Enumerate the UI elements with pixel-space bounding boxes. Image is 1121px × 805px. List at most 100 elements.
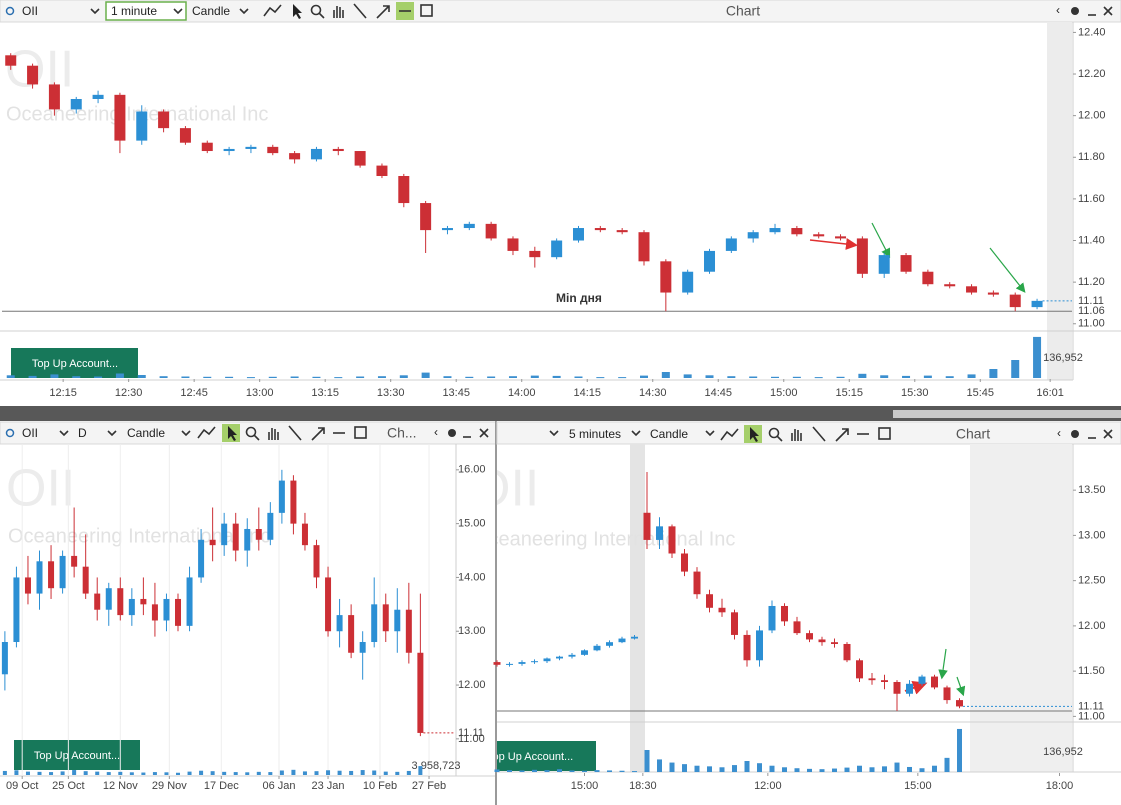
- volume-bar: [225, 376, 234, 378]
- pointer-tool[interactable]: [293, 4, 302, 19]
- y-tick-label: 11.50: [1078, 665, 1105, 677]
- rect-tool[interactable]: [354, 426, 367, 439]
- arrow-tool[interactable]: [376, 5, 390, 19]
- candle-body: [71, 555, 78, 567]
- dropdown-arrow[interactable]: [239, 8, 249, 15]
- candle-body: [507, 238, 519, 251]
- top-up-button[interactable]: [486, 741, 596, 771]
- top-up-label[interactable]: Top Up Account...: [34, 750, 120, 762]
- symbol[interactable]: OII: [22, 426, 38, 440]
- volume-bar: [857, 765, 862, 772]
- line-tool[interactable]: [812, 426, 826, 442]
- chart-style[interactable]: Candle: [127, 426, 165, 440]
- pan-tool[interactable]: [791, 429, 802, 441]
- chart-style[interactable]: Candle: [650, 427, 688, 441]
- scrollbar[interactable]: [0, 406, 1121, 421]
- candle-body: [325, 577, 332, 632]
- candle-body: [756, 630, 763, 661]
- volume-bar: [957, 728, 962, 772]
- candle-body: [376, 165, 388, 176]
- interval[interactable]: 1 minute: [111, 4, 157, 18]
- zoom-tool[interactable]: [310, 4, 322, 16]
- interval[interactable]: 5 minutes: [569, 427, 621, 441]
- top-up-button[interactable]: [11, 348, 138, 378]
- close-btn[interactable]: [1103, 429, 1113, 439]
- volume-bar: [894, 762, 900, 772]
- candle-body: [267, 512, 274, 540]
- dropdown-arrow[interactable]: [705, 430, 715, 437]
- zoom-tool[interactable]: [768, 427, 780, 439]
- volume-bar: [530, 375, 539, 378]
- settings-btn[interactable]: [1071, 7, 1079, 15]
- x-tick-label: 15:00: [904, 780, 932, 792]
- rect-tool[interactable]: [420, 4, 433, 17]
- candle-body: [278, 480, 285, 513]
- collapse-btn[interactable]: ‹: [1056, 3, 1060, 17]
- y-tick-label: 13.00: [458, 625, 486, 637]
- interval[interactable]: D: [78, 426, 87, 440]
- rect-tool[interactable]: [878, 427, 891, 440]
- candle-body: [706, 594, 713, 608]
- dropdown-arrow[interactable]: [631, 430, 641, 437]
- pan-tool[interactable]: [268, 428, 279, 440]
- collapse-btn[interactable]: ‹: [1057, 426, 1061, 440]
- pan-tool[interactable]: [333, 6, 344, 18]
- top-up-label[interactable]: Top Up Account...: [487, 751, 573, 763]
- volume-bar: [72, 376, 81, 378]
- x-tick-label: 23 Jan: [312, 780, 345, 792]
- candle-body: [747, 232, 759, 239]
- candle-body: [572, 228, 584, 241]
- chart-style[interactable]: Candle: [192, 4, 230, 18]
- dropdown-arrow[interactable]: [549, 430, 559, 437]
- top-up-button[interactable]: [14, 740, 140, 770]
- volume-bar: [640, 375, 648, 378]
- symbol[interactable]: OII: [22, 4, 38, 18]
- interval-select[interactable]: [105, 1, 187, 21]
- close-btn[interactable]: [1103, 6, 1113, 16]
- arrow-tool[interactable]: [835, 428, 849, 442]
- scroll-thumb[interactable]: [893, 410, 1121, 418]
- candle-body: [354, 151, 366, 166]
- dropdown-arrow[interactable]: [59, 430, 69, 437]
- volume-bar: [326, 770, 331, 775]
- volume-bar: [233, 772, 238, 775]
- dropdown-arrow[interactable]: [181, 430, 191, 437]
- settings-btn[interactable]: [1071, 430, 1079, 438]
- line-tool[interactable]: [353, 3, 367, 19]
- volume-bar: [377, 376, 386, 378]
- candle-body: [966, 286, 978, 293]
- crosshair-tool[interactable]: [720, 428, 739, 441]
- top-up-label[interactable]: Top Up Account...: [32, 358, 118, 370]
- dropdown-arrow[interactable]: [107, 430, 117, 437]
- arrow-tool[interactable]: [311, 427, 325, 441]
- candle-body: [638, 232, 650, 262]
- dropdown-arrow[interactable]: [173, 8, 183, 15]
- candle-body: [92, 94, 104, 99]
- volume-bar: [245, 772, 250, 775]
- candle-body: [359, 642, 366, 653]
- dropdown-arrow[interactable]: [90, 8, 100, 15]
- close-btn[interactable]: [479, 428, 489, 438]
- zoom-tool[interactable]: [245, 426, 257, 438]
- x-tick-label: 14:15: [573, 387, 601, 399]
- candle-body: [198, 539, 205, 578]
- line-tool[interactable]: [288, 425, 302, 441]
- collapse-btn[interactable]: ‹: [434, 425, 438, 439]
- x-tick-label: 15:15: [835, 387, 863, 399]
- volume-bar: [176, 772, 181, 775]
- volume-bar: [118, 771, 123, 775]
- volume-bar: [418, 766, 423, 775]
- candle-body: [718, 607, 726, 613]
- candle-body: [593, 645, 601, 651]
- crosshair-tool[interactable]: [197, 426, 216, 439]
- y-tick-label: 11.40: [1078, 234, 1105, 246]
- link-icon[interactable]: [5, 428, 15, 438]
- volume-bar: [694, 765, 700, 772]
- crosshair-tool[interactable]: [263, 4, 282, 17]
- volume-bar: [794, 768, 800, 772]
- link-icon[interactable]: [5, 6, 15, 16]
- volume-bar: [159, 376, 168, 378]
- volume-bar: [732, 765, 737, 772]
- settings-btn[interactable]: [448, 429, 456, 437]
- volume-bar: [60, 771, 65, 775]
